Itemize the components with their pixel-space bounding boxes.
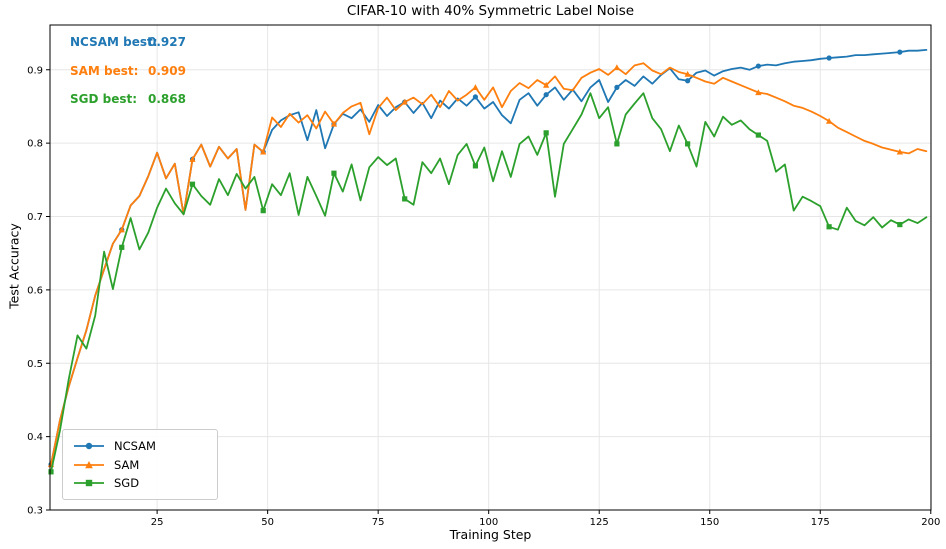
series-sam <box>47 62 928 468</box>
annotation-value: 0.927 <box>148 35 186 49</box>
best-accuracy-annotations: NCSAM best:0.927 SAM best: 0.909 SGD best… <box>70 35 186 121</box>
legend: NCSAM SAM SGD <box>62 429 218 500</box>
annotation-sam-best: SAM best: 0.909 <box>70 64 186 93</box>
x-axis-label: Training Step <box>449 527 532 542</box>
tick-label-y: 0.8 <box>27 139 43 150</box>
tick-label-y: 0.3 <box>27 506 43 517</box>
tick-label-x: 50 <box>261 517 274 528</box>
tick-label-y: 0.5 <box>27 359 43 370</box>
legend-item-ncsam: NCSAM <box>72 437 208 456</box>
annotation-label: NCSAM best: <box>70 35 158 49</box>
legend-label: NCSAM <box>114 439 156 454</box>
annotation-value: 0.909 <box>148 63 186 78</box>
legend-label: SAM <box>114 457 140 472</box>
annotation-value: 0.868 <box>148 92 186 106</box>
plot-border <box>49 24 932 511</box>
tick-label-x: 125 <box>590 517 609 528</box>
legend-line-sample-icon <box>74 443 104 450</box>
legend-item-sgd: SGD <box>72 474 208 493</box>
legend-item-sam: SAM <box>72 456 208 475</box>
annotation-sgd-best: SGD best: 0.868 <box>70 92 186 121</box>
tick-label-x: 200 <box>921 517 940 528</box>
annotation-label: SGD best: <box>70 92 138 106</box>
legend-label: SGD <box>114 476 140 491</box>
tick-label-y: 0.4 <box>27 432 43 443</box>
tick-label-x: 75 <box>372 517 385 528</box>
chart-title: CIFAR-10 with 40% Symmetric Label Noise <box>346 3 635 19</box>
legend-line-sample-icon <box>74 460 104 468</box>
tick-label-y: 0.9 <box>27 65 43 76</box>
series-sgd <box>48 92 928 475</box>
tick-label-x: 100 <box>479 517 498 528</box>
tick-label-x: 150 <box>700 517 719 528</box>
tick-label-x: 25 <box>151 517 164 528</box>
tick-label-y: 0.6 <box>27 285 43 296</box>
legend-line-sample-icon <box>74 480 104 487</box>
tick-label-x: 175 <box>811 517 830 528</box>
annotation-label: SAM best: <box>70 63 139 78</box>
tick-label-y: 0.7 <box>27 212 43 223</box>
annotation-ncsam-best: NCSAM best:0.927 <box>70 35 186 64</box>
y-axis-label: Test Accuracy <box>6 223 22 309</box>
